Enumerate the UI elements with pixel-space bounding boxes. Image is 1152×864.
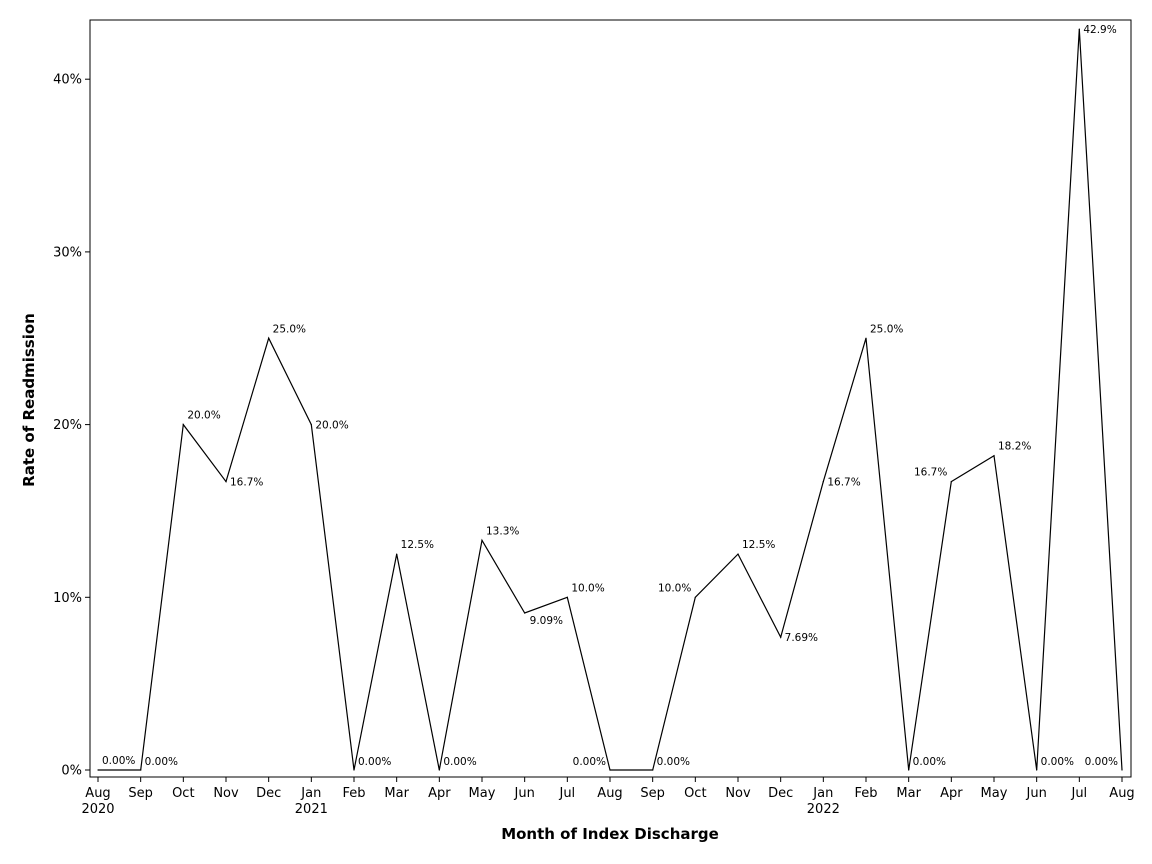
x-tick-label: Nov	[213, 786, 239, 801]
data-point	[524, 612, 526, 614]
y-axis-title: Rate of Readmission	[20, 313, 38, 487]
data-label: 10.0%	[571, 582, 604, 594]
x-tick-label: Nov	[725, 786, 751, 801]
x-tick-label: Jul	[558, 786, 575, 801]
x-tick-label: Mar	[384, 786, 409, 801]
data-label: 0.00%	[1085, 756, 1118, 768]
data-point	[865, 337, 867, 339]
data-point	[950, 480, 952, 483]
x-tick-label: Aug	[1109, 786, 1134, 801]
data-label: 0.00%	[102, 755, 135, 767]
data-label: 0.00%	[145, 756, 178, 768]
data-label: 16.7%	[827, 477, 860, 489]
series-line	[98, 29, 1123, 771]
data-point	[481, 539, 483, 541]
data-label: 16.7%	[230, 477, 263, 489]
data-point	[140, 769, 142, 771]
x-tick-label: Dec	[768, 786, 793, 801]
data-point	[1078, 28, 1080, 30]
data-label: 18.2%	[998, 441, 1031, 453]
x-tick-year-label: 2020	[81, 802, 114, 817]
y-tick-label: 40%	[53, 73, 82, 88]
data-point	[97, 769, 99, 771]
x-tick-label: Apr	[428, 786, 451, 801]
x-tick-label: Jun	[514, 786, 535, 801]
data-point	[225, 480, 227, 483]
data-point	[396, 553, 398, 555]
data-label: 13.3%	[486, 525, 519, 537]
x-tick-label: Jul	[1070, 786, 1087, 801]
data-label: 0.00%	[573, 756, 606, 768]
data-point	[652, 769, 654, 771]
data-point	[182, 424, 184, 426]
x-tick-label: Feb	[854, 786, 877, 801]
data-point	[694, 596, 696, 598]
y-axis: 0% 10% 20% 30% 40%	[53, 73, 90, 779]
x-tick-label: May	[981, 786, 1008, 801]
plot-frame	[89, 19, 1132, 778]
data-label: 12.5%	[401, 539, 434, 551]
x-tick-label: Sep	[640, 786, 665, 801]
data-point	[1036, 769, 1038, 771]
data-label: 25.0%	[273, 323, 306, 335]
y-tick-label: 10%	[53, 591, 82, 606]
data-label: 16.7%	[914, 467, 947, 479]
data-label: 0.00%	[913, 756, 946, 768]
x-tick-label: Jan	[812, 786, 833, 801]
data-label: 20.0%	[315, 420, 348, 432]
data-point	[908, 769, 910, 771]
data-point	[780, 636, 782, 638]
x-tick-label: Oct	[172, 786, 194, 801]
data-point	[609, 769, 611, 771]
data-point	[737, 553, 739, 555]
x-tick-label: Apr	[940, 786, 963, 801]
x-tick-label: Aug	[597, 786, 622, 801]
x-tick-year-label: 2022	[807, 802, 840, 817]
x-tick-label: May	[469, 786, 496, 801]
data-label: 0.00%	[1041, 756, 1074, 768]
data-label: 7.69%	[785, 632, 818, 644]
data-label: 0.00%	[443, 756, 476, 768]
data-labels: 0.00% 0.00% 20.0% 16.7% 25.0% 20.0% 0.00% 12.5%…	[97, 24, 1123, 771]
y-tick-label: 30%	[53, 245, 82, 260]
x-axis-title: Month of Index Discharge	[501, 825, 719, 843]
data-point	[438, 769, 440, 771]
data-label: 0.00%	[657, 756, 690, 768]
y-tick-label: 0%	[61, 764, 82, 779]
x-tick-label: Oct	[684, 786, 706, 801]
data-label: 25.0%	[870, 323, 903, 335]
data-label: 0.00%	[358, 756, 391, 768]
data-label: 42.9%	[1083, 24, 1116, 36]
y-tick-label: 20%	[53, 418, 82, 433]
x-tick-label: Jan	[300, 786, 321, 801]
data-label: 9.09%	[530, 615, 563, 627]
data-point	[993, 455, 995, 457]
x-tick-label: Aug	[85, 786, 110, 801]
data-point	[822, 480, 824, 483]
data-label: 10.0%	[658, 582, 691, 594]
x-tick-label: Mar	[896, 786, 921, 801]
x-tick-label: Dec	[256, 786, 281, 801]
data-point	[353, 769, 355, 771]
data-point	[268, 337, 270, 339]
x-tick-year-label: 2021	[295, 802, 328, 817]
x-tick-label: Jun	[1026, 786, 1047, 801]
data-label: 20.0%	[187, 410, 220, 422]
data-point	[1121, 769, 1123, 771]
x-tick-label: Sep	[128, 786, 153, 801]
x-tick-label: Feb	[342, 786, 365, 801]
data-point	[310, 424, 312, 426]
data-point	[566, 596, 568, 598]
data-label: 12.5%	[742, 539, 775, 551]
